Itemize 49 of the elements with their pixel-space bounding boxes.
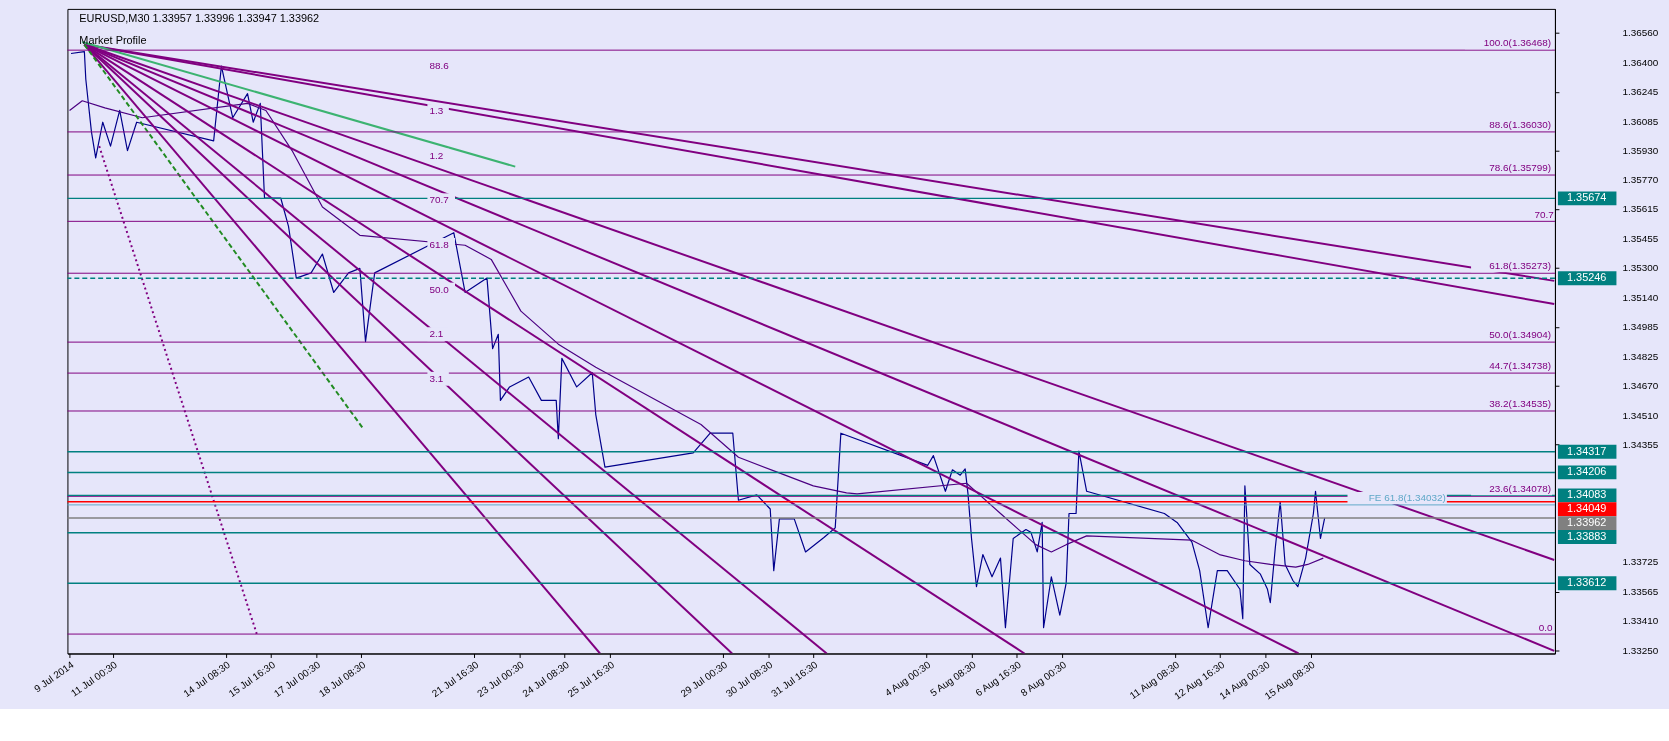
- annotation: 1.2: [429, 149, 444, 161]
- y-tick-label: 1.35300: [1622, 262, 1659, 274]
- y-tick-label: 1.33565: [1622, 586, 1659, 598]
- y-tick-label: 1.33725: [1622, 556, 1659, 568]
- annotation: Market Profile: [79, 33, 147, 46]
- ref-line-label: 1.35674: [1567, 191, 1607, 204]
- annotation: 1.3: [429, 105, 444, 117]
- annotation: 70.7: [1534, 209, 1555, 221]
- ref-line-label: 1.33612: [1567, 576, 1607, 589]
- y-tick-label: 1.35930: [1622, 144, 1659, 156]
- ref-line-label: 61.8(1.35273): [1489, 260, 1551, 272]
- ref-line-label: 50.0(1.34904): [1489, 329, 1551, 341]
- ref-line-label: 1.34317: [1567, 444, 1607, 457]
- chart-title: EURUSD,M30 1.33957 1.33996 1.33947 1.33962: [79, 11, 320, 24]
- annotation: 0.0: [1538, 622, 1553, 634]
- y-tick-label: 1.34355: [1622, 438, 1659, 450]
- ref-line-label: 100.0(1.36468): [1483, 37, 1551, 49]
- y-tick-label: 1.35770: [1622, 174, 1659, 186]
- ref-line-label: 88.6(1.36030): [1489, 118, 1551, 130]
- y-tick-label: 1.34825: [1622, 350, 1659, 362]
- ref-line-label: FE 61.8(1.34032): [1368, 491, 1446, 503]
- ref-line-label: 1.34049: [1567, 502, 1607, 515]
- ref-line-label: 38.2(1.34535): [1489, 398, 1551, 410]
- y-tick-label: 1.33250: [1622, 644, 1659, 656]
- y-tick-label: 1.34985: [1622, 320, 1659, 332]
- annotation: 61.8: [429, 238, 450, 250]
- y-tick-label: 1.34670: [1622, 379, 1659, 391]
- ref-line-label: 1.33883: [1567, 530, 1607, 542]
- y-tick-label: 1.34510: [1622, 409, 1659, 421]
- ref-line-label: 78.6(1.35799): [1489, 162, 1551, 174]
- annotation: 2.1: [429, 328, 444, 340]
- ref-line-label: 44.7(1.34738): [1489, 360, 1551, 372]
- y-tick-label: 1.36085: [1622, 115, 1659, 127]
- ref-line-label: 1.34083: [1567, 488, 1607, 501]
- annotation: 50.0: [429, 283, 450, 295]
- y-tick-label: 1.36560: [1622, 26, 1659, 38]
- y-tick-label: 1.35140: [1622, 292, 1659, 304]
- annotation: 3.1: [429, 372, 444, 384]
- annotation: 70.7: [429, 194, 450, 206]
- ref-line-label: 1.33962: [1567, 516, 1607, 529]
- y-tick-label: 1.35615: [1622, 203, 1659, 215]
- y-tick-label: 1.33410: [1622, 614, 1659, 626]
- ref-line-label: 23.6(1.34078): [1489, 483, 1551, 495]
- annotation: 88.6: [429, 60, 450, 72]
- ref-line-label: 1.35246: [1567, 271, 1607, 284]
- y-tick-label: 1.36245: [1622, 85, 1659, 97]
- y-tick-label: 1.35455: [1622, 233, 1659, 245]
- y-tick-label: 1.36400: [1622, 56, 1659, 68]
- ref-line-label: 1.34206: [1567, 465, 1607, 478]
